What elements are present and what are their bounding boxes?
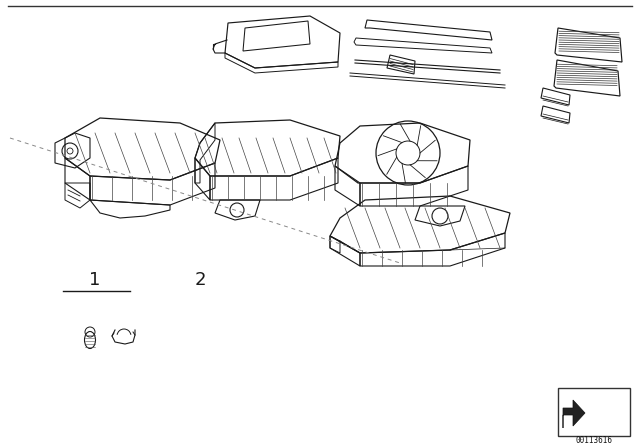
Polygon shape [563, 400, 585, 428]
Text: 00113616: 00113616 [575, 435, 612, 444]
Text: 1: 1 [90, 271, 100, 289]
Text: 2: 2 [195, 271, 205, 289]
Bar [558, 388, 630, 436]
